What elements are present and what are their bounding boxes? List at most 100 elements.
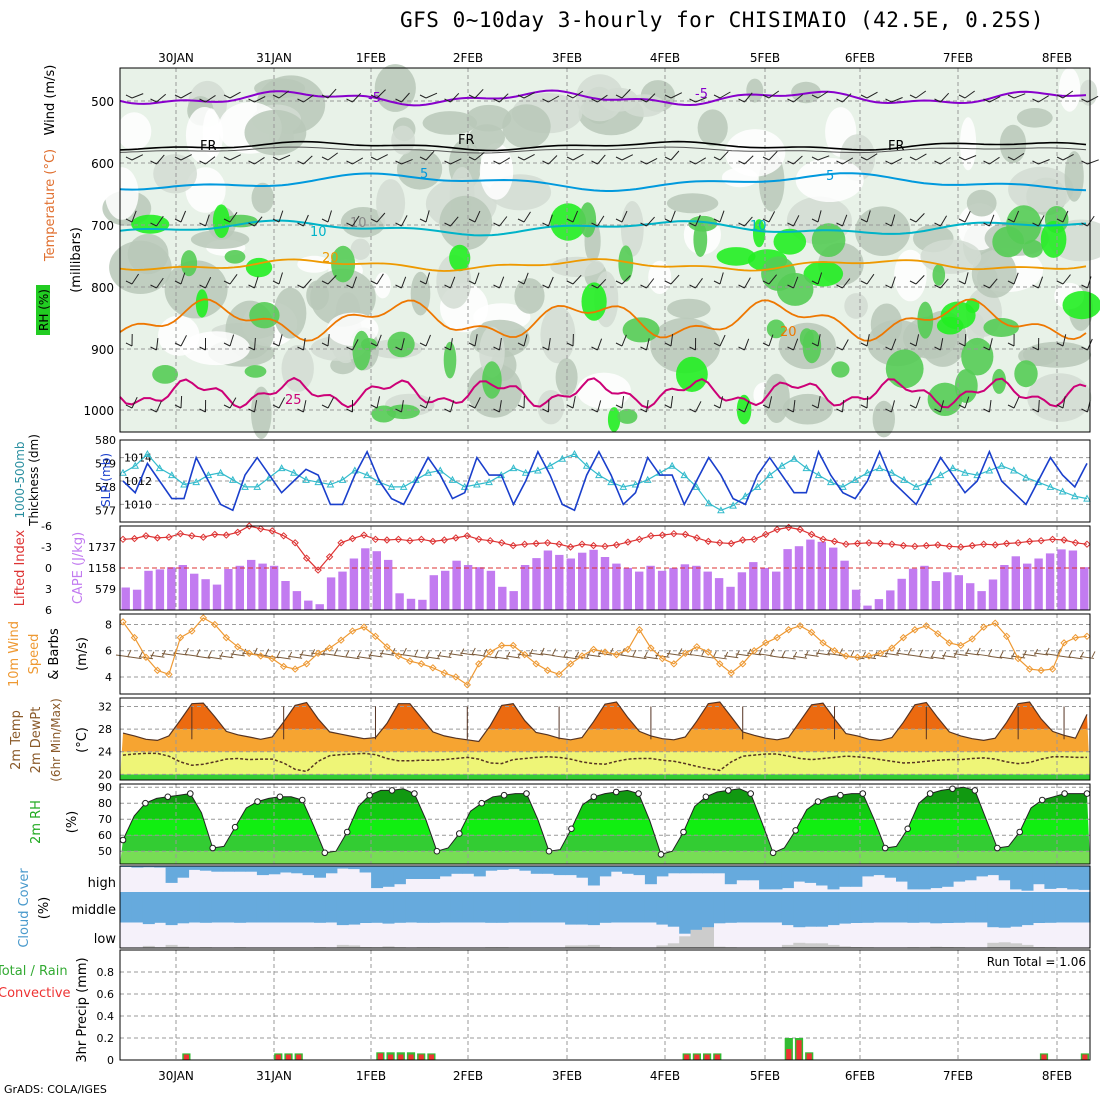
li-point: [819, 535, 827, 544]
slp-tick: 1010: [124, 498, 152, 511]
cloud-bar-middle: [987, 892, 1000, 922]
wind-barb: [964, 155, 977, 161]
thickness-point: [802, 464, 811, 472]
wind-speed-point: [750, 647, 758, 655]
date-label-bottom: 4FEB: [650, 1069, 680, 1083]
li-point: [279, 532, 288, 540]
wind-speed-point: [555, 670, 563, 679]
cloud-bar-middle: [450, 892, 463, 922]
wind-barb: [909, 280, 917, 285]
low-cloud-bar: [690, 929, 703, 948]
rh-units-axis-label: (%): [65, 811, 80, 834]
rh-moist: [753, 219, 766, 248]
thickness-point: [1022, 473, 1030, 481]
cloud-bar-low: [827, 922, 840, 926]
date-label-bottom: 3FEB: [552, 1069, 582, 1083]
cloud-bar-low: [565, 922, 578, 925]
precip-convective-bar: [275, 1054, 281, 1060]
wind-speed-point: [383, 643, 391, 651]
wind-barb-10m: [942, 651, 947, 659]
wind-barb: [352, 339, 359, 351]
wind-barb: [517, 342, 525, 347]
cloud-bar-middle: [690, 892, 703, 922]
wind-barb: [248, 346, 255, 351]
rh-point: [209, 844, 216, 852]
wind-barb-10m: [322, 647, 327, 655]
wind-barb: [493, 408, 500, 413]
cloud-bar-middle: [256, 892, 269, 922]
precip-total-axis-label: Total / Rain: [0, 964, 68, 979]
wind-speed-point: [601, 648, 609, 656]
cloud-bar-middle: [154, 892, 167, 922]
cape-bar: [600, 557, 610, 610]
date-label-top: 6FEB: [845, 51, 875, 65]
li-point: [119, 535, 127, 544]
thickness-point: [387, 482, 396, 490]
wind-barb: [713, 342, 721, 347]
wind-barb-10m: [804, 653, 819, 657]
wind-barb: [713, 94, 721, 99]
wind-speed-point: [142, 653, 150, 661]
wind-barb: [321, 280, 329, 285]
wind-barb: [989, 278, 998, 289]
wind-barb: [401, 276, 407, 289]
wind-barb: [1087, 159, 1099, 165]
wind-barb: [1038, 399, 1040, 413]
thickness-point: [863, 468, 872, 476]
cloud-bar-low: [256, 922, 269, 923]
wind-barb: [891, 276, 896, 289]
rh2m-axis-label: 2m RH: [29, 800, 44, 844]
rh-moist: [449, 244, 471, 272]
wind-barb: [940, 215, 948, 227]
cloud-bar-middle: [131, 892, 144, 922]
cloud-bar-high: [371, 866, 384, 889]
wind-frame: [119, 613, 1091, 695]
cloud-bar-middle: [975, 892, 988, 922]
wind-barb: [1007, 280, 1015, 285]
wind-barb: [199, 408, 206, 413]
cape-bar: [315, 604, 324, 610]
wind-barb: [885, 98, 892, 103]
cloud-bar-low: [234, 922, 247, 923]
cloud-bar-middle: [177, 892, 190, 922]
cloud-bar-high: [816, 866, 829, 886]
li-point: [773, 525, 781, 534]
wind-barb: [450, 158, 462, 165]
wind-barb-10m: [437, 655, 452, 659]
cloud-bar-middle: [576, 892, 589, 922]
wind-barb: [474, 397, 481, 409]
wind-barb: [150, 346, 157, 351]
wind-barb-10m: [345, 656, 360, 660]
date-label-top: 5FEB: [750, 51, 780, 65]
wind-speed-point: [245, 649, 253, 658]
li-point: [268, 527, 276, 535]
wind-speed-point: [119, 618, 127, 626]
precip-tick: 0.8: [97, 966, 115, 979]
wind-barb: [768, 90, 780, 99]
wind-barb: [842, 93, 852, 103]
cloud-bar-low: [222, 922, 235, 923]
cloud-bar-low: [473, 922, 486, 923]
rh-shade: [623, 94, 666, 117]
wind-barb: [787, 222, 794, 227]
wind-barb: [542, 346, 549, 351]
wind-barb: [493, 346, 500, 351]
cloud-bar-middle: [473, 892, 486, 922]
li-tick: 0: [45, 562, 52, 575]
wind-barb: [248, 98, 255, 103]
cloud-bar-middle: [508, 892, 520, 922]
cape-bar: [680, 564, 690, 610]
wind-barb: [842, 400, 845, 413]
li-point: [1048, 535, 1057, 544]
wind-barb: [352, 215, 360, 227]
thickness-point: [1058, 487, 1067, 495]
rh-shade: [350, 238, 371, 260]
temp-tick: 32: [98, 700, 112, 713]
wind-barb: [523, 334, 528, 347]
cape-bar: [714, 578, 724, 610]
cape-bar: [555, 554, 564, 610]
li-point: [807, 530, 816, 539]
wind-barb: [983, 98, 990, 103]
cape-bar: [726, 586, 735, 610]
thickness-point: [155, 464, 164, 472]
